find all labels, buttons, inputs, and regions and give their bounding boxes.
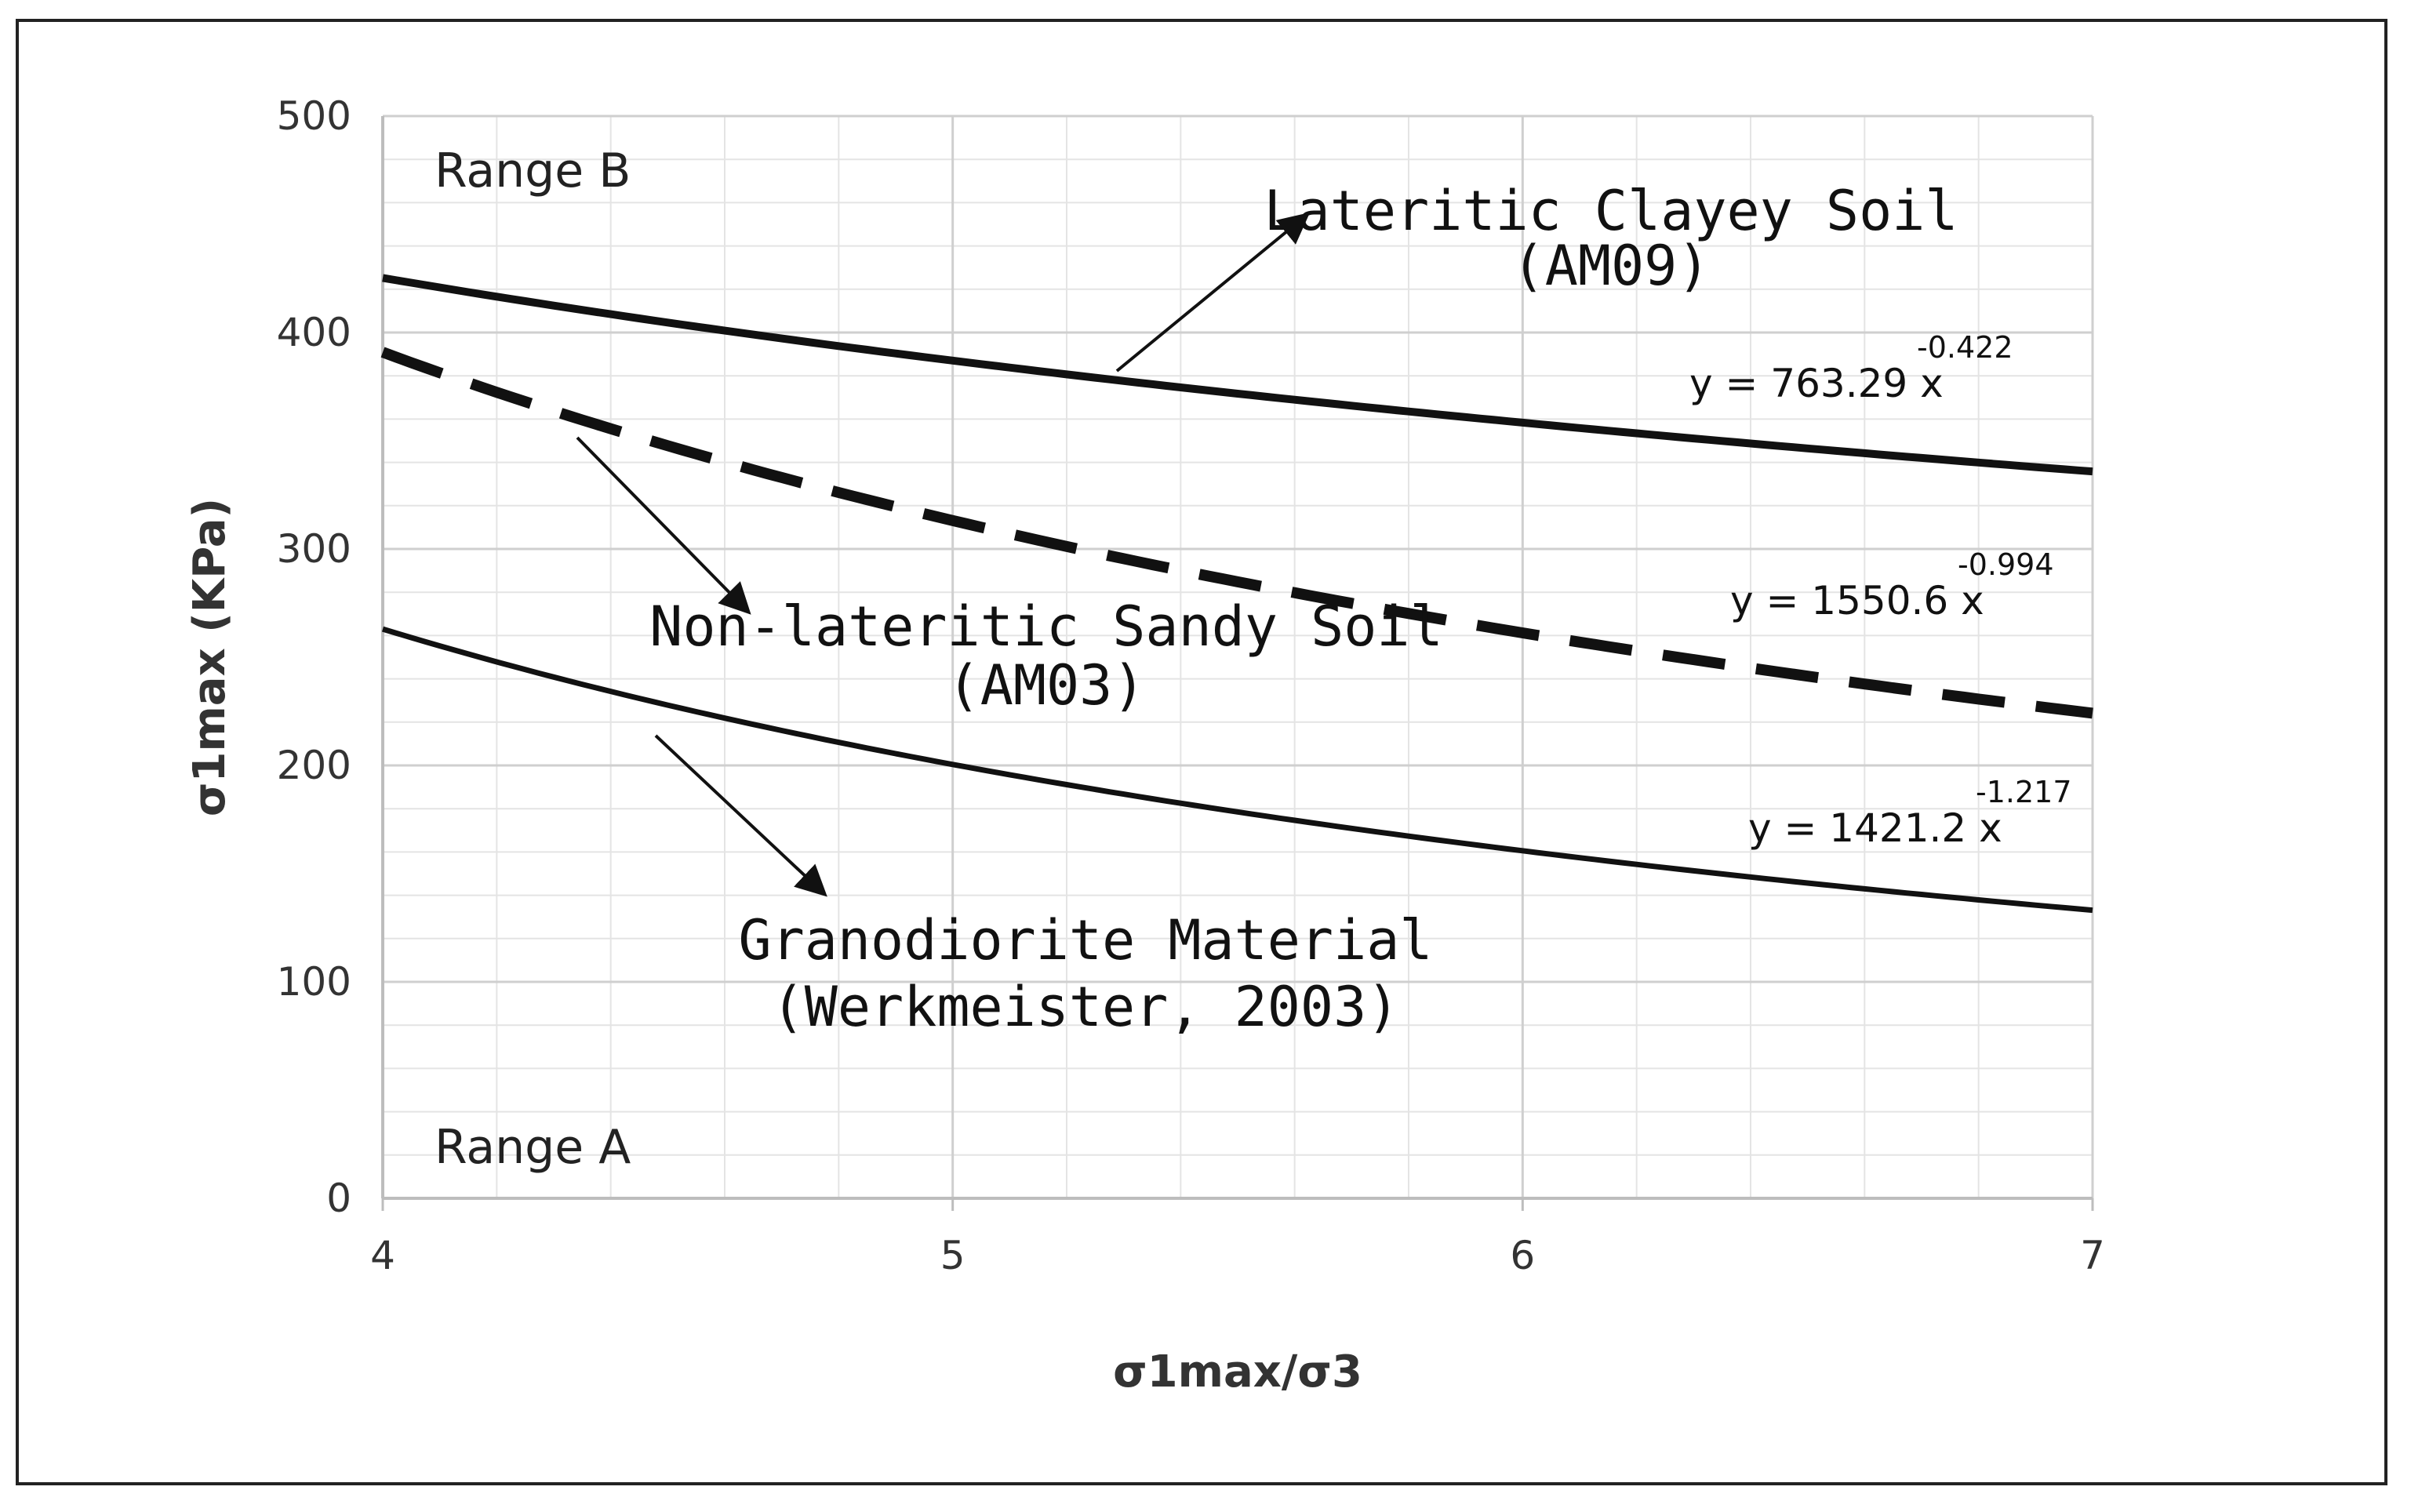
series-3-arrow	[654, 734, 827, 897]
series-line-1	[382, 274, 2093, 476]
y-axis-title: σ1max (KPa)	[184, 498, 235, 816]
series-1-equation: y = 763.29 x	[1689, 361, 1944, 406]
range-b-label: Range B	[435, 144, 631, 198]
series-2-equation: y = 1550.6 x	[1730, 578, 1984, 623]
y-tick-label: 200	[277, 743, 351, 788]
y-tick-label: 400	[277, 310, 351, 355]
range-a-label: Range A	[435, 1120, 631, 1175]
x-tick-label: 7	[2080, 1233, 2105, 1278]
series-2-arrow	[576, 436, 751, 615]
series-3-sublabel: (Werkmeister, 2003)	[772, 975, 1400, 1039]
x-tick-label: 4	[370, 1233, 395, 1278]
series-3-label: Granodiorite Material	[738, 908, 1432, 972]
x-axis-title: σ1max/σ3	[1113, 1347, 1362, 1398]
y-tick-label: 100	[277, 959, 351, 1005]
series-1-equation-exponent: -0.422	[1917, 330, 2013, 365]
series-2-equation-exponent: -0.994	[1958, 547, 2054, 582]
series-line-3	[381, 626, 2093, 914]
series-3-equation: y = 1421.2 x	[1748, 805, 2002, 851]
chart-frame: 4 5 6 7 0 100 200 300 400 500 σ1max/σ3 σ1max (KPa) …	[16, 19, 2387, 1485]
y-tick-label: 500	[277, 93, 351, 139]
x-tick-label: 5	[940, 1233, 965, 1278]
series-1-sublabel: (AM09)	[1512, 234, 1711, 298]
x-tick-label: 6	[1510, 1233, 1535, 1278]
series-lines	[380, 274, 2093, 914]
series-2-label: Non-lateritic Sandy Soil	[649, 594, 1442, 659]
grid	[381, 114, 2094, 1200]
y-tick-label: 300	[277, 526, 351, 572]
axes: 4 5 6 7 0 100 200 300 400 500 σ1max/σ3 σ1max (KPa)	[184, 93, 2105, 1398]
y-tick-label: 0	[326, 1176, 351, 1221]
series-1-arrow	[1115, 212, 1311, 373]
series-3-equation-exponent: -1.217	[1976, 775, 2072, 809]
series-1-label: Lateritic Clayey Soil	[1264, 179, 1958, 243]
series-2-sublabel: (AM03)	[947, 653, 1146, 718]
series-line-2	[380, 347, 2093, 719]
annotations: Range B Range A Lateritic Clayey Soil(AM09…	[435, 144, 2072, 1175]
